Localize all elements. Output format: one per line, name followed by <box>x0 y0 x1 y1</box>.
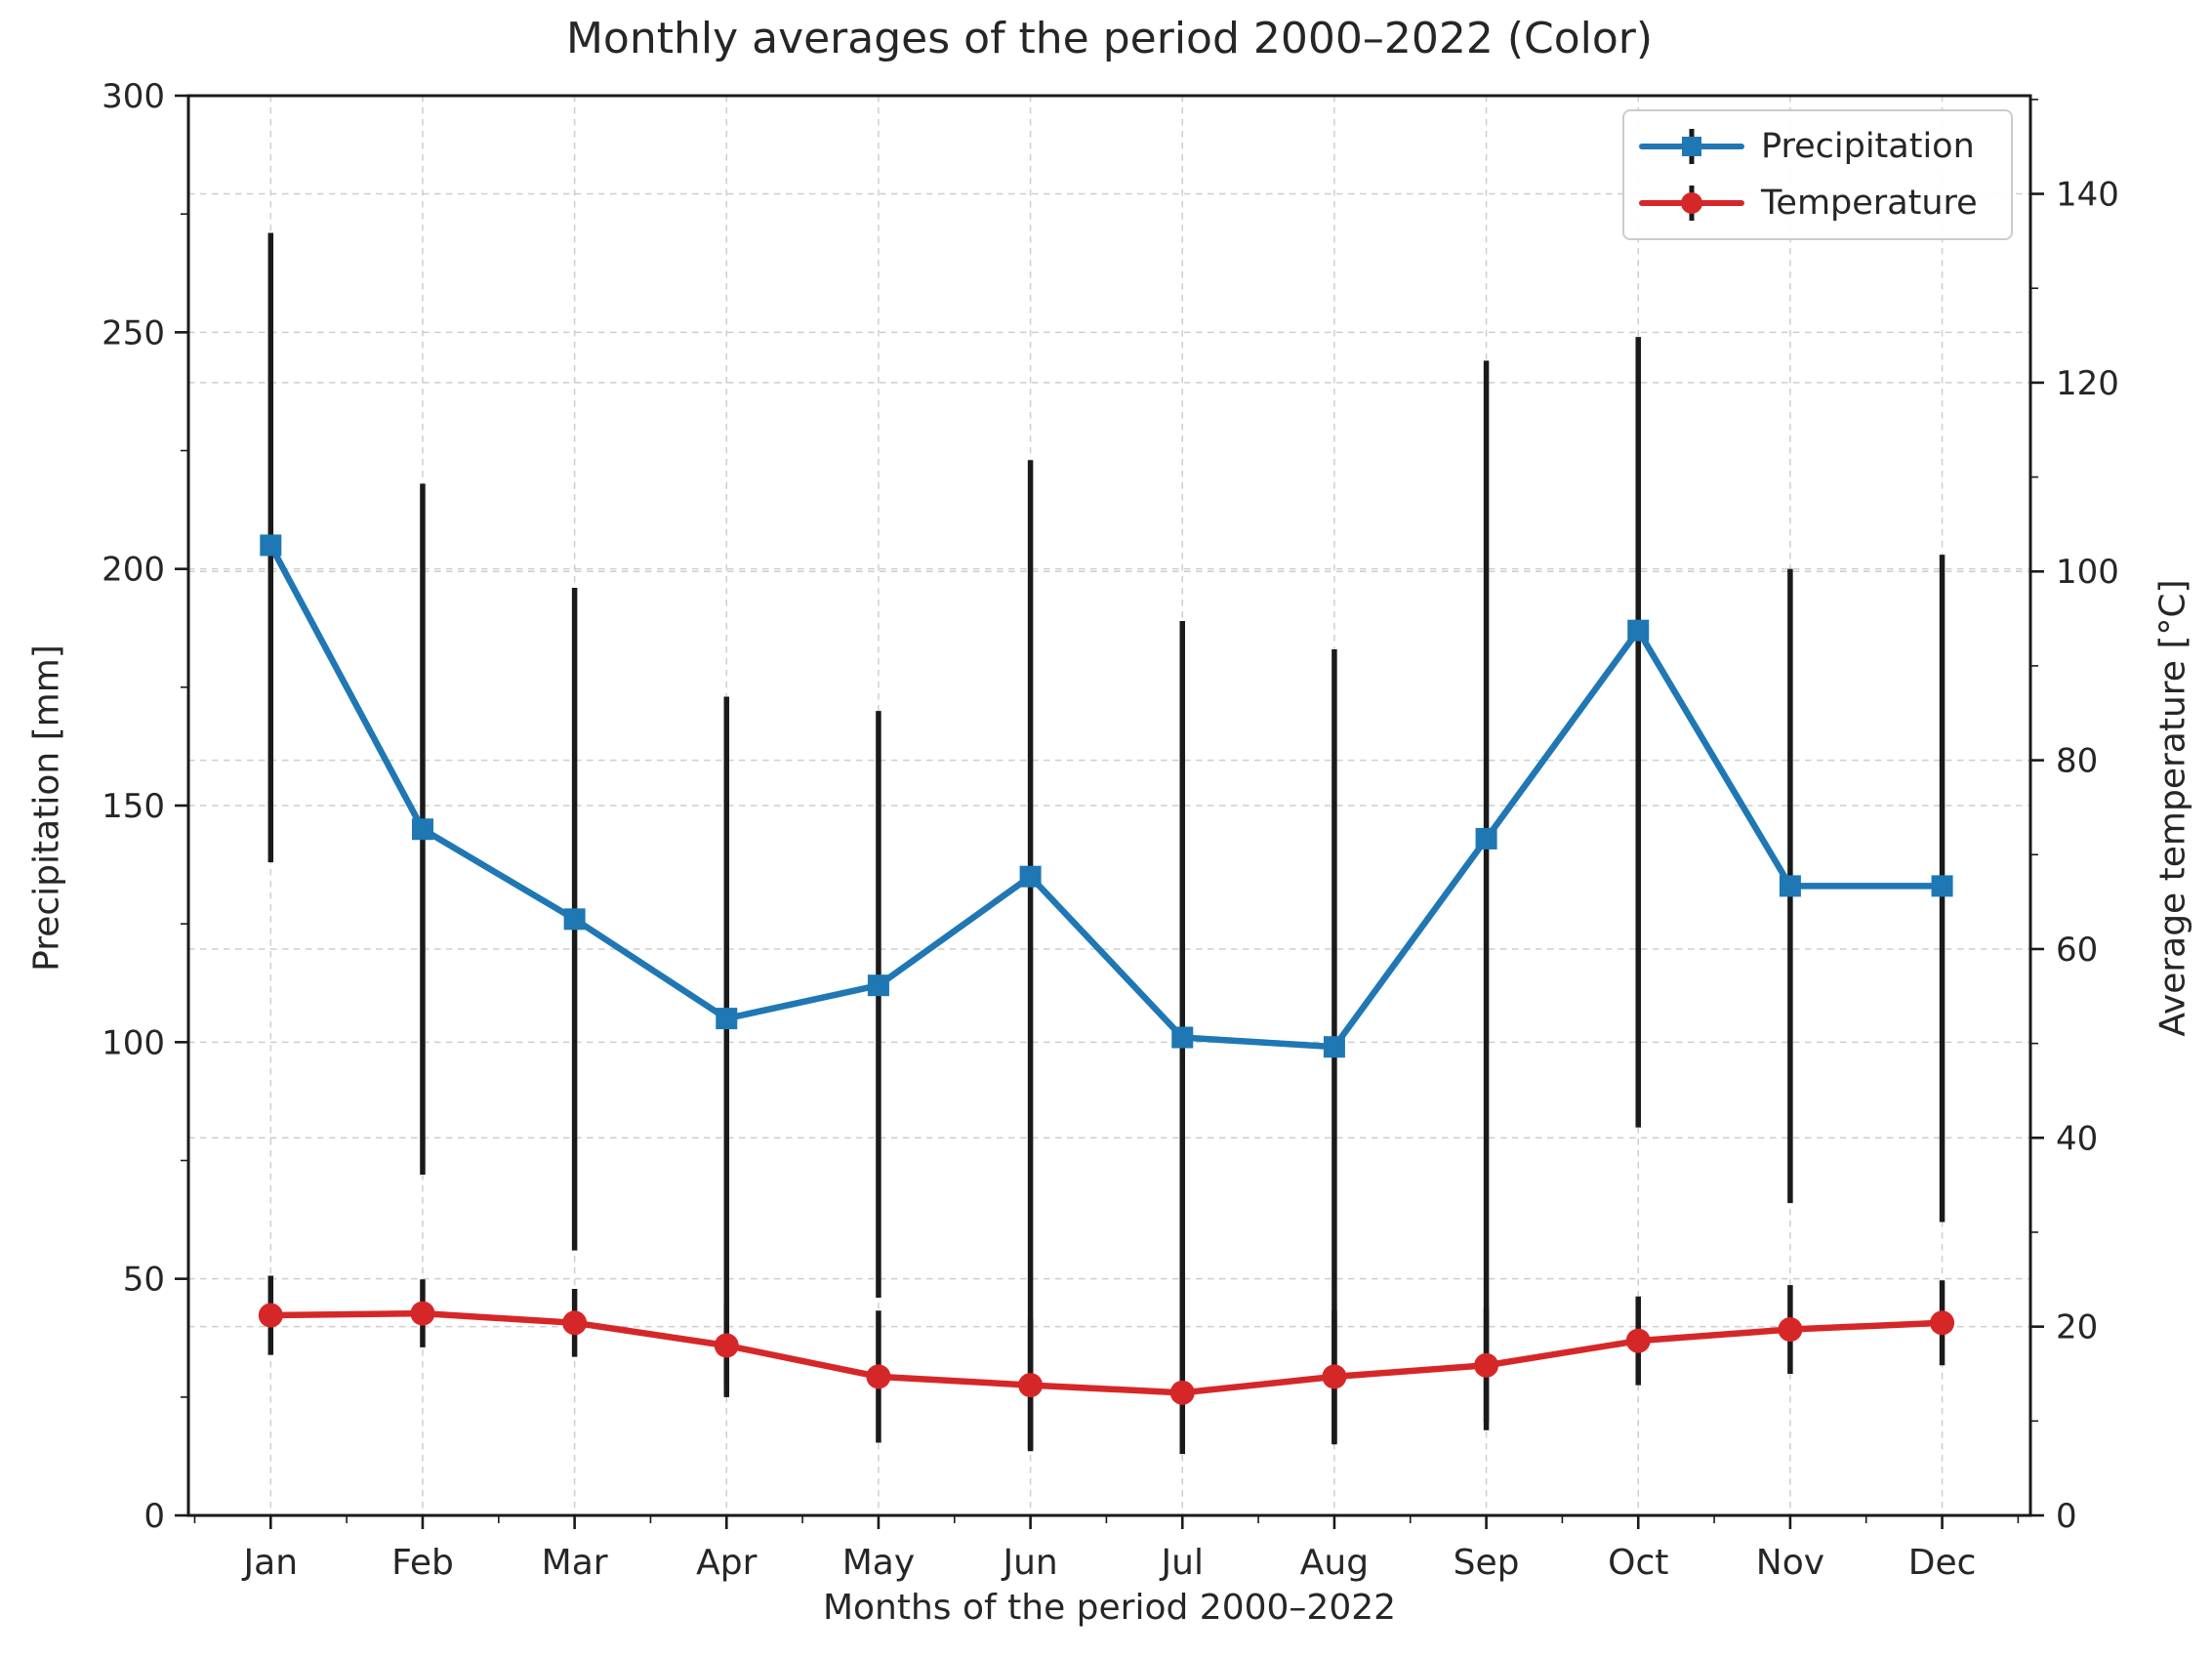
y-left-tick-label: 300 <box>102 77 165 116</box>
x-axis-label: Months of the period 2000–2022 <box>822 1588 1397 1628</box>
x-tick-label: Dec <box>1908 1543 1977 1583</box>
temperature-legend-icon <box>1639 186 1744 221</box>
y-left-tick-label: 50 <box>123 1261 165 1300</box>
x-tick-label: Apr <box>696 1543 757 1583</box>
y-right-tick-label: 140 <box>2056 176 2119 215</box>
y-right-tick-label: 60 <box>2056 931 2098 970</box>
x-tick-label: Nov <box>1756 1543 1824 1583</box>
temperature-line <box>267 1309 1946 1396</box>
x-tick-label: Jan <box>242 1543 299 1583</box>
temperature-marker <box>410 1301 435 1326</box>
y-right-tick-label: 120 <box>2056 364 2119 403</box>
temperature-marker <box>1474 1352 1499 1378</box>
precipitation-line <box>267 542 1946 1051</box>
temperature-marker <box>1930 1310 1955 1336</box>
y-right-tick-label: 80 <box>2056 742 2098 781</box>
y-right-tick-label: 40 <box>2056 1119 2098 1158</box>
axes-frame <box>186 94 2032 1517</box>
temperature-marker <box>1322 1364 1347 1389</box>
chart-title: Monthly averages of the period 2000–2022… <box>565 14 1654 63</box>
x-tick-label: Jul <box>1160 1543 1204 1583</box>
legend-item-temperature: Temperature <box>1638 178 1997 228</box>
temperature-marker <box>258 1303 283 1328</box>
y-left-tick-label: 250 <box>102 313 165 352</box>
y-left-tick-label: 0 <box>143 1497 165 1536</box>
x-tick-label: Mar <box>542 1543 608 1583</box>
precipitation-marker <box>1627 619 1650 642</box>
x-tick-label: Sep <box>1454 1543 1520 1583</box>
precipitation-marker <box>1323 1036 1345 1058</box>
precipitation-legend-icon <box>1639 129 1744 164</box>
precipitation-marker <box>1475 827 1497 849</box>
legend-label: Temperature <box>1761 184 1978 223</box>
precipitation-marker <box>1019 865 1042 888</box>
y-right-tick-label: 0 <box>2056 1497 2077 1536</box>
y-right-tick-label: 100 <box>2056 553 2119 592</box>
precipitation-marker <box>867 974 889 997</box>
temperature-marker <box>1169 1380 1195 1405</box>
y-left-tick-label: 200 <box>102 551 165 590</box>
temperature-marker <box>1625 1328 1651 1353</box>
precipitation-marker <box>1171 1026 1194 1049</box>
x-tick-label: Aug <box>1300 1543 1369 1583</box>
y-right-tick-label: 20 <box>2056 1308 2098 1347</box>
x-tick-label: Feb <box>391 1543 454 1583</box>
legend: Precipitation Temperature <box>1622 109 2013 240</box>
precipitation-marker <box>1931 875 1953 897</box>
y-left-tick-label: 150 <box>102 787 165 826</box>
precipitation-marker <box>411 818 433 841</box>
temperature-marker <box>714 1333 739 1358</box>
precipitation-marker <box>563 908 586 931</box>
x-tick-label: Jun <box>1001 1543 1057 1583</box>
precipitation-marker <box>260 534 282 557</box>
x-tick-label: Oct <box>1608 1543 1668 1583</box>
temperature-marker <box>562 1310 588 1336</box>
precipitation-marker <box>716 1008 738 1030</box>
temperature-marker <box>1018 1373 1044 1398</box>
x-tick-label: May <box>842 1543 915 1583</box>
temperature-marker <box>866 1364 891 1389</box>
temperature-marker <box>1778 1317 1803 1343</box>
legend-item-precipitation: Precipitation <box>1638 121 1997 172</box>
precipitation-marker <box>1779 875 1801 897</box>
legend-label: Precipitation <box>1761 127 1975 166</box>
y-left-tick-label: 100 <box>102 1023 165 1062</box>
